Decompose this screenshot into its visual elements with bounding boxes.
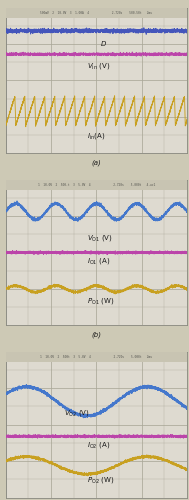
Bar (6, 352, 187, 362)
Bar (6, 8, 187, 18)
Text: 500mV  2  10.0V  3  1.00A  4             2.720s    500.50t   2ms: 500mV 2 10.0V 3 1.00A 4 2.720s 500.50t 2… (40, 10, 152, 14)
Text: $\it{V}$$_{\rm{O1}}$ (V): $\it{V}$$_{\rm{O1}}$ (V) (87, 233, 113, 243)
Text: $\it{P}$$_{\rm{O1}}$ (W): $\it{P}$$_{\rm{O1}}$ (W) (87, 296, 115, 306)
Text: $\it{V}$$_{\rm{in}}$ (V): $\it{V}$$_{\rm{in}}$ (V) (87, 61, 111, 71)
Text: (b): (b) (91, 332, 101, 338)
Text: $\it{V}$$_{\rm{O2}}$ (V): $\it{V}$$_{\rm{O2}}$ (V) (64, 408, 90, 418)
Text: $\it{P}$$_{\rm{O2}}$ (W): $\it{P}$$_{\rm{O2}}$ (W) (87, 475, 115, 485)
Text: (a): (a) (91, 159, 101, 166)
Text: $\it{I}$$_{\rm{O1}}$ (A): $\it{I}$$_{\rm{O1}}$ (A) (87, 256, 111, 266)
Bar (6, 180, 187, 190)
Text: $\it{I}$$_{\rm{in}}$(A): $\it{I}$$_{\rm{in}}$(A) (87, 131, 106, 141)
Text: 1  10.0V  2  500t  3  5.0V  4             2.720s    5.000t   2ms: 1 10.0V 2 500t 3 5.0V 4 2.720s 5.000t 2m… (40, 355, 152, 359)
Text: $\it{I}$$_{\rm{O2}}$ (A): $\it{I}$$_{\rm{O2}}$ (A) (87, 440, 111, 450)
Text: $\it{D}$: $\it{D}$ (100, 40, 107, 48)
Text: 1  10.0V  2  500.t  3  5.0V  4             2.720s    5.000t   4.uc1: 1 10.0V 2 500.t 3 5.0V 4 2.720s 5.000t 4… (38, 183, 155, 187)
